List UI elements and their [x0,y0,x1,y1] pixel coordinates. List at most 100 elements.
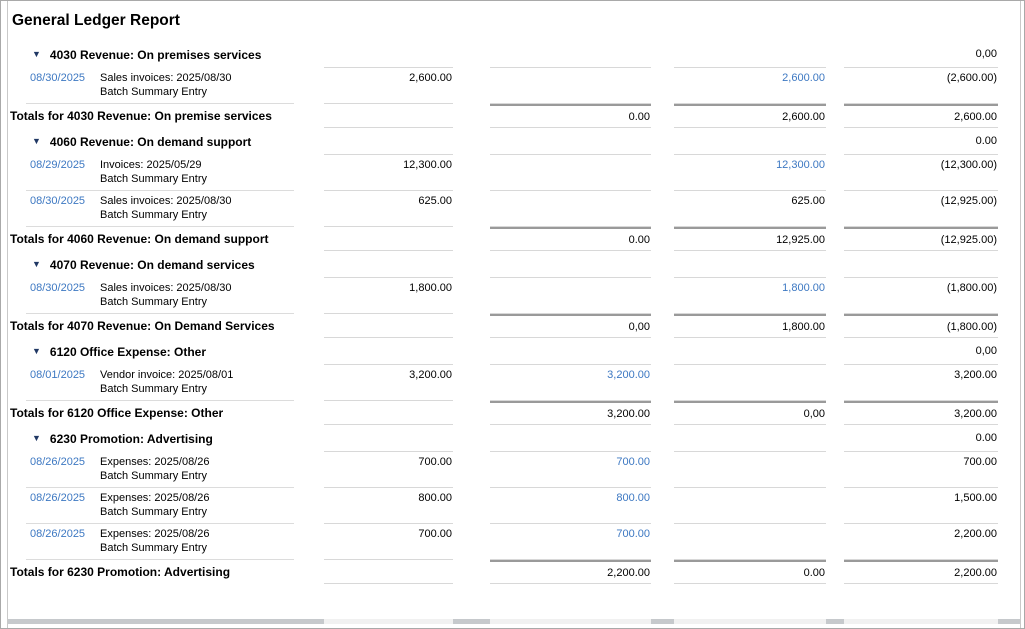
amount-cell [324,425,453,452]
credit-amount-link[interactable]: 1,800.00 [674,278,826,314]
entry-description: Expenses: 2025/08/26 Batch Summary Entry [100,492,209,519]
section-totals-row: Totals for 6230 Promotion: Advertising 2… [8,560,1020,584]
section-header-4060: ▼ 4060 Revenue: On demand support 0.00 [8,128,1020,155]
balance-cell: 2,200.00 [844,524,998,560]
balance-cell: 1,500.00 [844,488,998,524]
debit-cell [490,251,651,278]
credit-cell [674,524,826,560]
section-title: 4070 Revenue: On demand services [49,257,255,272]
credit-total-cell: 1,800.00 [674,314,826,338]
entry-description-line1: Sales invoices: 2025/08/30 [100,282,232,294]
ledger-row: 08/30/2025 Sales invoices: 2025/08/30 Ba… [8,191,1020,227]
credit-cell [674,251,826,278]
credit-total-cell: 0,00 [674,401,826,425]
totals-label: Totals for 6230 Promotion: Advertising [10,565,231,579]
amount-cell: 625.00 [324,191,453,227]
balance-cell: 0,00 [844,41,998,68]
totals-label: Totals for 4060 Revenue: On demand suppo… [10,232,269,246]
credit-total-cell: 0.00 [674,560,826,584]
section-title: 6230 Promotion: Advertising [49,431,213,446]
entry-description: Expenses: 2025/08/26 Batch Summary Entry [100,456,209,483]
entry-description-line1: Sales invoices: 2025/08/30 [100,195,232,207]
totals-label: Totals for 4030 Revenue: On premise serv… [10,109,272,123]
entry-description-line2: Batch Summary Entry [100,85,207,98]
amount-cell [324,314,453,338]
entry-description-line2: Batch Summary Entry [100,541,207,554]
section-title: 4030 Revenue: On premises services [49,47,262,62]
amount-cell [324,227,453,251]
entry-date-link[interactable]: 08/30/2025 [30,195,86,207]
credit-total-cell: 12,925.00 [674,227,826,251]
entry-date-link[interactable]: 08/29/2025 [30,159,86,171]
entry-date-link[interactable]: 08/26/2025 [30,456,86,468]
section-header-6120: ▼ 6120 Office Expense: Other 0,00 [8,338,1020,365]
amount-cell [324,251,453,278]
entry-description: Vendor invoice: 2025/08/01 Batch Summary… [100,369,233,396]
collapse-triangle-icon[interactable]: ▼ [32,259,41,269]
debit-cell [490,128,651,155]
amount-cell [324,560,453,584]
amount-cell: 700.00 [324,524,453,560]
ledger-row: 08/26/2025 Expenses: 2025/08/26 Batch Su… [8,488,1020,524]
entry-description-line1: Sales invoices: 2025/08/30 [100,72,232,84]
credit-cell [674,41,826,68]
entry-date-link[interactable]: 08/01/2025 [30,369,86,381]
amount-cell [324,41,453,68]
balance-cell: 0.00 [844,425,998,452]
scrollbar-track-segment [490,619,651,624]
entry-description-line2: Batch Summary Entry [100,382,207,395]
debit-total-cell: 0.00 [490,227,651,251]
credit-amount-link[interactable]: 2,600.00 [674,68,826,104]
credit-amount-link[interactable]: 12,300.00 [674,155,826,191]
entry-description: Sales invoices: 2025/08/30 Batch Summary… [100,72,231,99]
amount-cell: 12,300.00 [324,155,453,191]
debit-cell [490,155,651,191]
debit-cell [490,41,651,68]
entry-description-line2: Batch Summary Entry [100,208,207,221]
section-totals-row: Totals for 4060 Revenue: On demand suppo… [8,227,1020,251]
entry-date-link[interactable]: 08/26/2025 [30,528,86,540]
balance-total-cell: (12,925.00) [844,227,998,251]
scrollbar-track-segment [324,619,453,624]
entry-description-line1: Expenses: 2025/08/26 [100,456,210,468]
horizontal-scrollbar[interactable] [8,619,1020,624]
collapse-triangle-icon[interactable]: ▼ [32,346,41,356]
ledger-row: 08/26/2025 Expenses: 2025/08/26 Batch Su… [8,452,1020,488]
balance-cell: (2,600.00) [844,68,998,104]
entry-description-line1: Invoices: 2025/05/29 [100,159,202,171]
debit-amount-link[interactable]: 800.00 [490,488,651,524]
credit-cell [674,425,826,452]
entry-description: Sales invoices: 2025/08/30 Batch Summary… [100,195,231,222]
amount-cell [324,104,453,128]
amount-cell: 3,200.00 [324,365,453,401]
debit-amount-link[interactable]: 700.00 [490,452,651,488]
debit-cell [490,425,651,452]
balance-cell: 3,200.00 [844,365,998,401]
report-title: General Ledger Report [12,12,180,29]
debit-total-cell: 0.00 [490,104,651,128]
collapse-triangle-icon[interactable]: ▼ [32,136,41,146]
section-title: 6120 Office Expense: Other [49,344,206,359]
entry-date-link[interactable]: 08/30/2025 [30,282,86,294]
totals-label: Totals for 4070 Revenue: On Demand Servi… [10,319,275,333]
section-totals-row: Totals for 4070 Revenue: On Demand Servi… [8,314,1020,338]
collapse-triangle-icon[interactable]: ▼ [32,433,41,443]
ledger-row: 08/01/2025 Vendor invoice: 2025/08/01 Ba… [8,365,1020,401]
debit-amount-link[interactable]: 700.00 [490,524,651,560]
entry-description-line2: Batch Summary Entry [100,295,207,308]
section-header-4070: ▼ 4070 Revenue: On demand services [8,251,1020,278]
collapse-triangle-icon[interactable]: ▼ [32,49,41,59]
scrollbar-track-segment [844,619,998,624]
entry-description-line1: Vendor invoice: 2025/08/01 [100,369,234,381]
balance-total-cell: 3,200.00 [844,401,998,425]
balance-cell: 700.00 [844,452,998,488]
debit-amount-link[interactable]: 3,200.00 [490,365,651,401]
balance-cell: 0,00 [844,338,998,365]
credit-cell [674,452,826,488]
credit-cell [674,338,826,365]
section-header-4030: ▼ 4030 Revenue: On premises services 0,0… [8,41,1020,68]
entry-date-link[interactable]: 08/26/2025 [30,492,86,504]
entry-date-link[interactable]: 08/30/2025 [30,72,86,84]
section-header-6230: ▼ 6230 Promotion: Advertising 0.00 [8,425,1020,452]
